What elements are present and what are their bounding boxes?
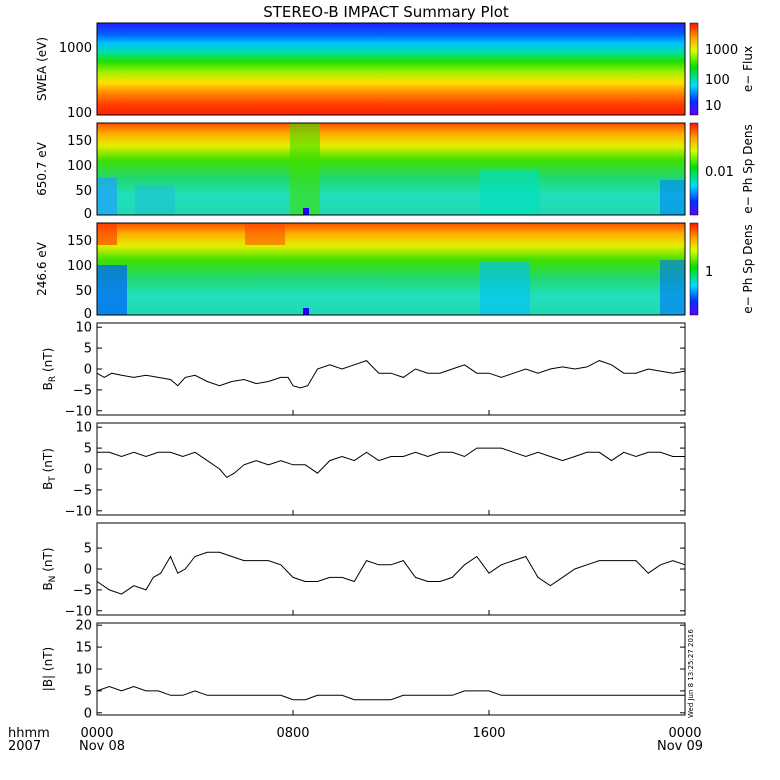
panel-bt: 10 5 0 −5 −10 BT (nT) — [41, 421, 686, 519]
br-ylabel: BR (nT) — [41, 348, 58, 391]
pad650-ytick-150: 150 — [67, 134, 92, 149]
swea-cbar-tick-1000: 1000 — [705, 43, 738, 58]
bn-ytick-label: 0 — [84, 563, 92, 578]
br-ytick-label: 5 — [84, 342, 92, 357]
bt-ytick-label: 10 — [75, 421, 92, 436]
bt-trace — [97, 447, 685, 479]
plot-title: STEREO-B IMPACT Summary Plot — [263, 3, 509, 21]
pad246-ytick-150: 150 — [67, 234, 92, 249]
x-axis-time-label: hhmm — [8, 726, 50, 741]
bmag-frame — [96, 622, 686, 716]
bt-ylabel: BT (nT) — [41, 448, 58, 490]
bn-ylabel: BN (nT) — [41, 547, 58, 590]
pad650-ytick-100: 100 — [67, 159, 92, 174]
br-ytick-label: −5 — [73, 383, 92, 398]
bmag-ylabel: |B| (nT) — [41, 647, 55, 691]
bmag-ytick-label: 15 — [75, 641, 92, 656]
swea-cbar-tick-10: 10 — [705, 99, 722, 114]
pad246-ytick-50: 50 — [75, 284, 92, 299]
pad650-spectrogram — [97, 123, 685, 215]
bmag-trace — [96, 685, 685, 701]
x-tick-0800: 0800 — [276, 726, 309, 741]
x-tick-0000-end: 0000 — [668, 726, 701, 741]
bt-ytick-label: 0 — [84, 463, 92, 478]
pad650-ytick-50: 50 — [75, 184, 92, 199]
panel-pad-246: 150 100 50 0 246.6 eV 1 e− Ph Sp Dens — [35, 222, 755, 322]
swea-cbar-tick-100: 100 — [705, 73, 730, 88]
swea-ytick-1000: 1000 — [59, 41, 92, 56]
bn-ytick-label: −5 — [73, 583, 92, 598]
bmag-ytick-label: 5 — [84, 684, 92, 699]
pad246-frame — [96, 222, 686, 316]
swea-spectrogram — [97, 23, 685, 115]
x-tick-1600: 1600 — [472, 726, 505, 741]
bt-ytick-label: −5 — [73, 483, 92, 498]
pad246-ytick-100: 100 — [67, 259, 92, 274]
bn-trace — [96, 551, 686, 595]
panel-br: 10 5 0 −5 −10 BR (nT) — [41, 321, 686, 419]
br-ytick-label: 10 — [75, 321, 92, 336]
bmag-ytick-label: 10 — [75, 663, 92, 678]
bt-ytick-label: −10 — [65, 504, 92, 519]
swea-frame — [96, 22, 686, 116]
x-tick-0000-start: 0000 — [80, 726, 113, 741]
x-date-nov09: Nov 09 — [657, 739, 703, 754]
bn-ytick-label: 5 — [84, 542, 92, 557]
bt-frame — [96, 422, 686, 516]
pad650-ytick-0: 0 — [84, 207, 92, 222]
x-axis: hhmm 2007 0000 Nov 08 0800 1600 0000 Nov… — [8, 726, 703, 754]
pad650-frame — [96, 122, 686, 216]
pad246-spectrogram — [97, 223, 685, 315]
swea-ytick-100: 100 — [67, 106, 92, 121]
bt-ytick-label: 5 — [84, 442, 92, 457]
panel-bmag: 20 15 10 5 0 |B| (nT) — [41, 619, 686, 721]
pad650-colorbar — [689, 122, 699, 216]
br-trace — [96, 360, 686, 389]
pad246-features — [97, 223, 685, 315]
bmag-ytick-label: 0 — [84, 706, 92, 721]
bmag-ytick-label: 20 — [75, 619, 92, 634]
pad246-ylabel: 246.6 eV — [35, 241, 49, 296]
pad650-ylabel: 650.7 eV — [35, 141, 49, 196]
swea-cbar-label: e− Flux — [741, 46, 755, 92]
bn-ytick-label: −10 — [65, 604, 92, 619]
swea-ylabel: SWEA (eV) — [35, 37, 49, 101]
br-frame — [96, 322, 686, 416]
pad246-cbar-tick: 1 — [705, 265, 713, 280]
swea-colorbar — [689, 22, 699, 116]
pad650-cbar-label: e− Ph Sp Dens — [741, 124, 755, 213]
panel-bn: 5 0 −5 −10 BN (nT) — [41, 522, 686, 619]
generation-stamp: Wed Jun 8 13:25:27 2016 — [687, 629, 695, 718]
pad650-cbar-tick: 0.01 — [705, 165, 734, 180]
pad650-features — [97, 123, 685, 215]
field-panels: 10 5 0 −5 −10 BR (nT) 10 5 0 −5 −10 BT (nT) 5 0 −5 −10 B… — [41, 321, 686, 721]
br-ytick-label: 0 — [84, 363, 92, 378]
x-axis-year-label: 2007 — [8, 739, 41, 754]
pad246-colorbar — [689, 222, 699, 316]
panel-pad-650: 150 100 50 0 650.7 eV 0.01 e− Ph Sp Dens — [35, 122, 755, 222]
br-ytick-label: −10 — [65, 404, 92, 419]
pad246-cbar-label: e− Ph Sp Dens — [741, 224, 755, 313]
x-date-nov08: Nov 08 — [79, 739, 125, 754]
panel-swea: 1000 100 SWEA (eV) 1000 100 10 e− Flux — [35, 22, 755, 121]
pad246-ytick-0: 0 — [84, 307, 92, 322]
